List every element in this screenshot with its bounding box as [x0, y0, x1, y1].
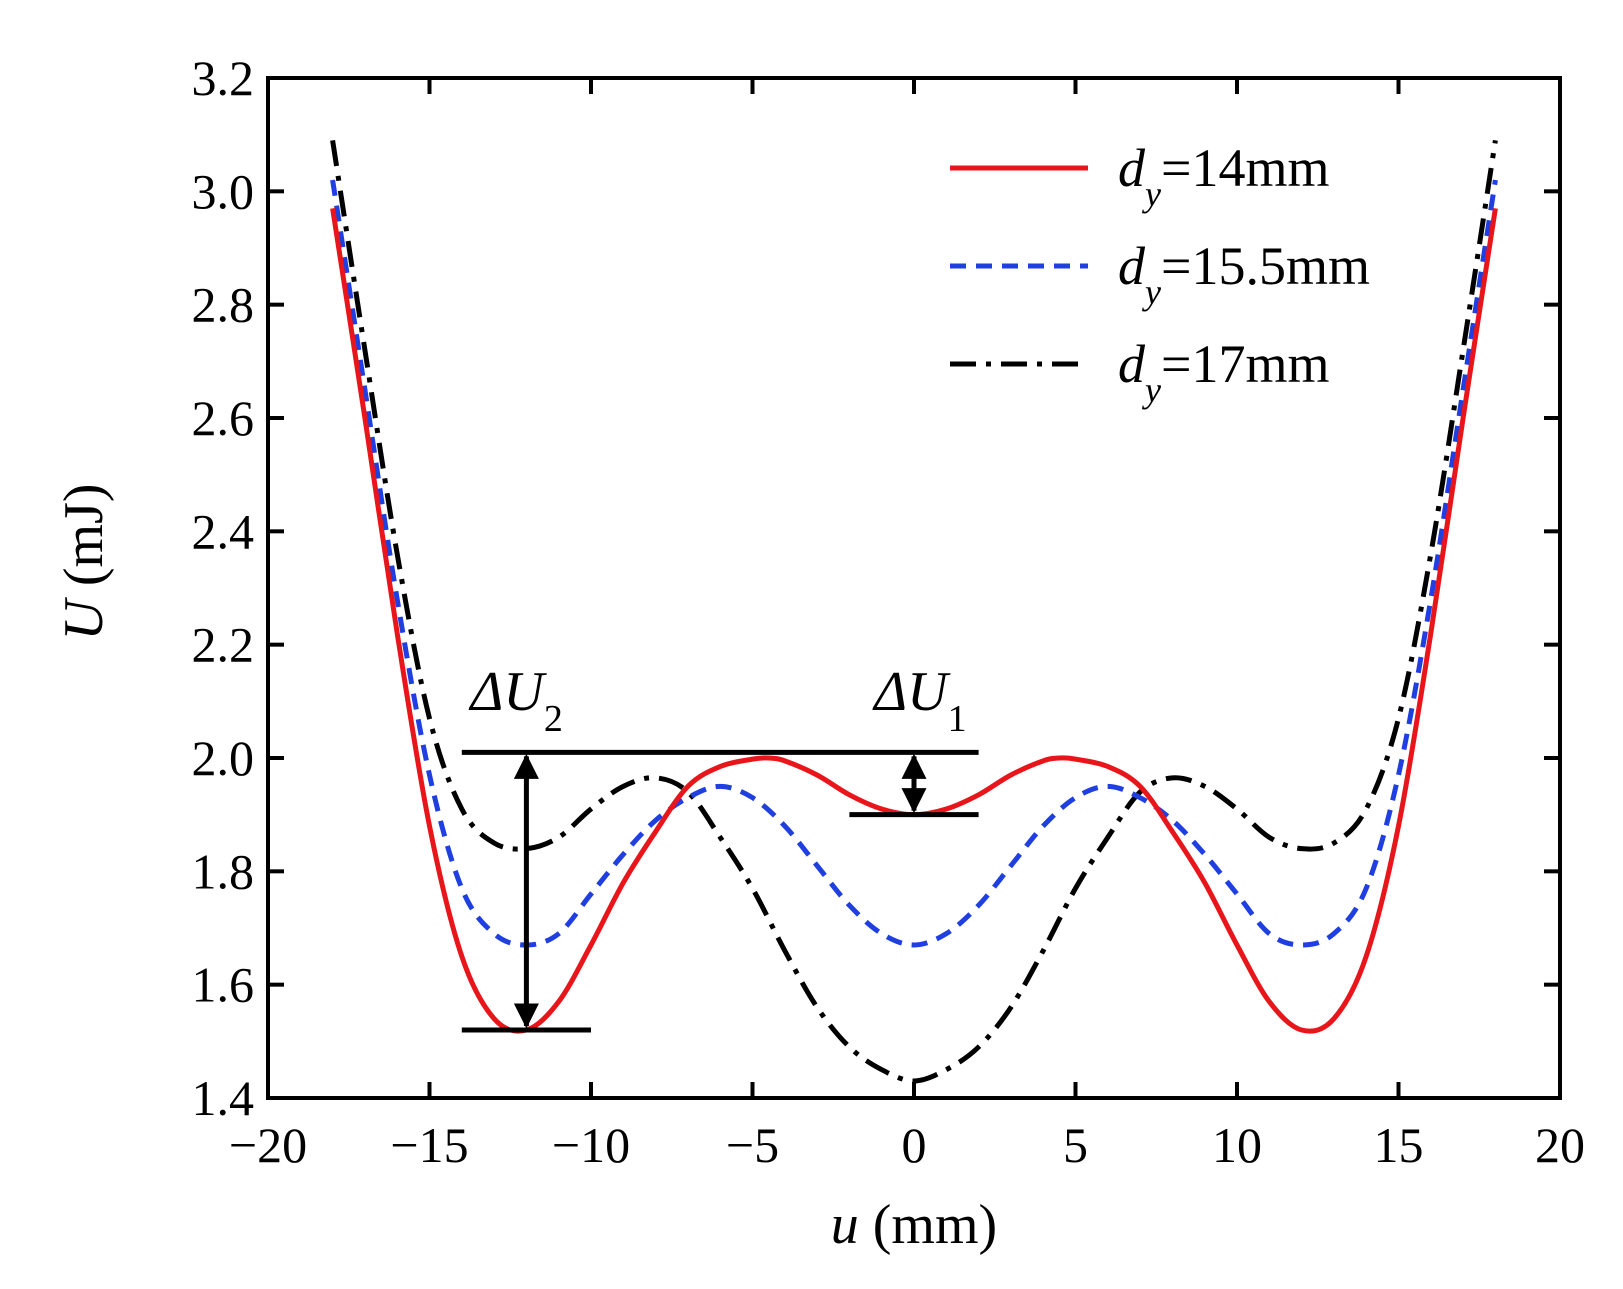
- plot-frame: [266, 76, 1562, 1100]
- y-tick-label: 2.6: [192, 390, 255, 446]
- y-tick-label: 1.4: [192, 1070, 255, 1126]
- y-tick-label: 1.6: [192, 957, 255, 1013]
- x-tick-label: −5: [726, 1117, 779, 1173]
- annotation-layer: ΔU2 ΔU1: [461, 661, 979, 1033]
- y-tick-label: 3.2: [192, 50, 255, 106]
- y-tick-label: 2.0: [192, 730, 255, 786]
- legend-label-3: dy=17mm: [1118, 334, 1329, 410]
- legend-label-1: dy=14mm: [1118, 138, 1329, 214]
- y-tick-label: 3.0: [192, 163, 255, 219]
- x-axis-title: u (mm): [831, 1194, 997, 1256]
- y-tick-label: 2.8: [192, 277, 255, 333]
- delta-u2-label: ΔU2: [469, 661, 563, 740]
- y-axis-symbol: U: [53, 597, 115, 641]
- x-tick-label: −10: [552, 1117, 630, 1173]
- legend: dy=14mm dy=15.5mm dy=17mm: [950, 138, 1370, 410]
- y-tick-label: 2.4: [192, 503, 255, 559]
- y-axis-unit: (mJ): [53, 483, 115, 600]
- series-line-3: [330, 139, 1498, 1084]
- x-tick-label: −15: [390, 1117, 468, 1173]
- ticks-layer: −20 −15 −10 −5 0 5 10 15 20 1.4 1.6 1.8 2.0 2.2 2.4 2.6…: [192, 50, 1586, 1173]
- y-axis-title: U (mJ): [53, 483, 115, 640]
- x-tick-label: 15: [1374, 1117, 1424, 1173]
- y-tick-label: 1.8: [192, 843, 255, 899]
- x-tick-label: −20: [229, 1117, 307, 1173]
- legend-label-2: dy=15.5mm: [1118, 236, 1370, 312]
- delta-u1-label: ΔU1: [872, 661, 966, 740]
- series-line-2: [330, 179, 1498, 948]
- x-tick-label: 0: [902, 1117, 927, 1173]
- y-tick-label: 2.2: [192, 617, 255, 673]
- x-axis-unit: (mm): [859, 1194, 997, 1256]
- x-axis-symbol: u: [831, 1194, 859, 1256]
- x-tick-label: 5: [1063, 1117, 1088, 1173]
- x-tick-label: 10: [1212, 1117, 1262, 1173]
- x-tick-label: 20: [1535, 1117, 1585, 1173]
- series-line-1: [330, 207, 1498, 1034]
